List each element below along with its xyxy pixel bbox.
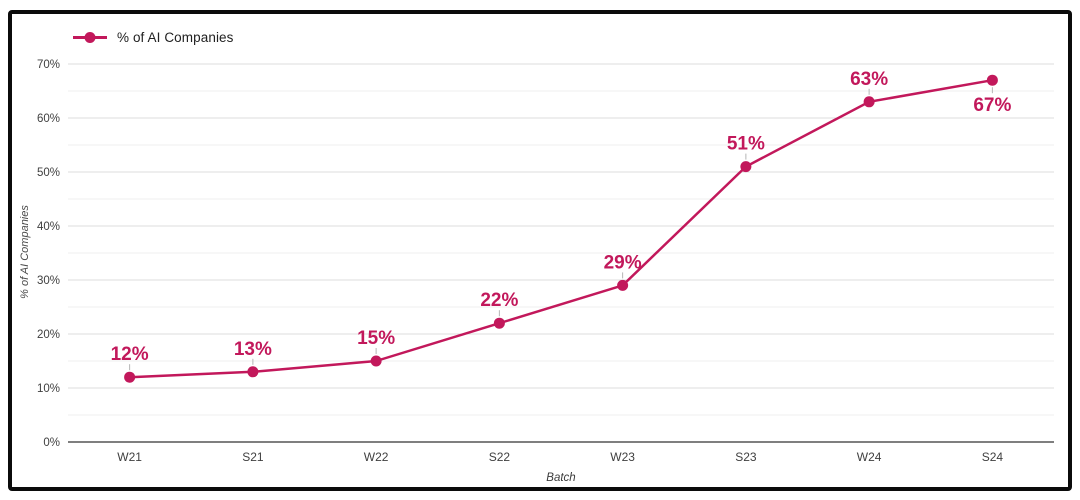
x-tick-label: S23 [735, 450, 757, 464]
y-tick-label: 70% [37, 59, 60, 71]
y-tick-label: 10% [37, 383, 60, 395]
data-label: 13% [234, 339, 272, 360]
data-point [493, 317, 505, 329]
data-point [247, 366, 259, 378]
y-tick-label: 60% [37, 113, 60, 125]
x-tick-label: S24 [982, 450, 1004, 464]
x-tick-label: W24 [857, 450, 882, 464]
data-label: 67% [973, 95, 1011, 116]
y-tick-label: 0% [43, 437, 60, 449]
data-label: 15% [357, 328, 395, 349]
y-tick-label: 20% [37, 329, 60, 341]
data-point [617, 279, 629, 291]
legend: % of AI Companies [72, 30, 234, 45]
x-tick-label: W21 [117, 450, 142, 464]
chart-area: % of AI Companies % of AI Companies 0% 10… [12, 14, 1068, 487]
data-point [124, 371, 136, 383]
y-tick-label: 50% [37, 167, 60, 179]
data-point [986, 74, 998, 86]
chart-card: % of AI Companies % of AI Companies 0% 10… [8, 10, 1072, 491]
legend-label: % of AI Companies [117, 30, 234, 45]
series-line [129, 78, 993, 379]
data-label: 51% [727, 134, 765, 155]
x-tick-label: W23 [610, 450, 635, 464]
line-chart: 0% 10% 20% 30% 40% 50% 60% 70% W21 S21 W22 S22 W23 S2… [37, 59, 1054, 464]
legend-series-swatch-icon [73, 32, 107, 43]
data-point [740, 161, 752, 173]
y-tick-label: 30% [37, 275, 60, 287]
x-tick-label: S22 [489, 450, 511, 464]
x-axis-title: Batch [546, 472, 576, 484]
x-tick-label: S21 [242, 450, 264, 464]
data-point [863, 96, 875, 108]
x-tick-label: W22 [364, 450, 389, 464]
data-point [370, 355, 382, 367]
y-axis-title: % of AI Companies [19, 205, 31, 299]
data-label: 22% [480, 290, 518, 311]
data-label: 63% [850, 69, 888, 90]
data-label: 29% [604, 252, 642, 273]
data-label: 12% [111, 344, 149, 365]
y-tick-label: 40% [37, 221, 60, 233]
